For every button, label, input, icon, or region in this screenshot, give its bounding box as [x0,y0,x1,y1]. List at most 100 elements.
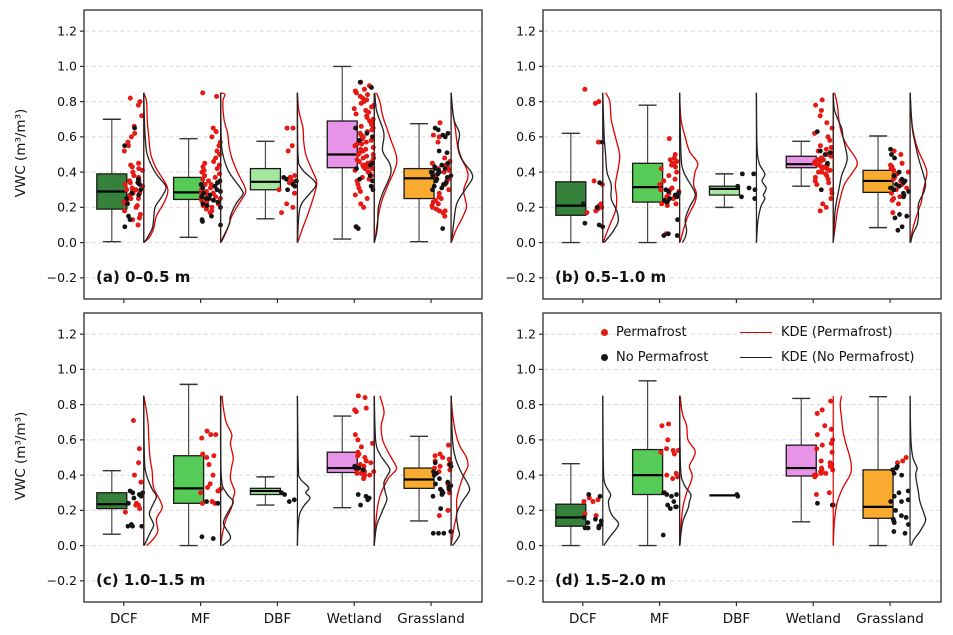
scatter-point-no-permafrost [200,185,206,191]
scatter-point-permafrost [823,470,829,476]
scatter-point-permafrost [437,451,443,457]
y-tick-label: 1.2 [57,326,77,341]
scatter-point-permafrost [824,120,830,126]
scatter-point-no-permafrost [751,171,757,177]
scatter-point-no-permafrost [580,201,586,207]
panel-label-c: (c) 1.0–1.5 m [96,571,206,589]
scatter-point-no-permafrost [139,523,145,529]
scatter-point-permafrost [581,499,587,505]
scatter-point-no-permafrost [124,196,130,201]
y-tick-label: 1.0 [516,362,536,377]
scatter-point-permafrost [828,144,834,150]
scatter-point-no-permafrost [674,194,680,200]
scatter-point-permafrost [819,97,825,103]
kde_permafrost-curve [450,395,469,546]
scatter-point-permafrost [214,166,220,172]
scatter-point-permafrost [121,148,127,154]
y-tick-label: −0.2 [506,270,536,285]
scatter-point-no-permafrost [200,201,206,207]
scatter-point-permafrost [200,451,206,457]
scatter-point-permafrost [828,196,834,202]
scatter-point-no-permafrost [433,178,439,184]
scatter-point-permafrost [352,432,358,438]
scatter-point-no-permafrost [430,493,436,499]
scatter-point-permafrost [129,164,135,170]
scatter-point-no-permafrost [593,516,598,522]
scatter-point-no-permafrost [439,492,445,497]
scatter-point-no-permafrost [358,502,363,508]
scatter-point-no-permafrost [892,155,897,161]
scatter-point-permafrost [199,500,205,506]
scatter-point-no-permafrost [891,520,897,526]
scatter-point-no-permafrost [294,178,299,184]
scatter-point-no-permafrost [660,532,666,538]
y-tick-label: 0.6 [57,129,77,144]
scatter-point-permafrost [666,173,672,179]
scatter-point-no-permafrost [204,499,209,504]
scatter-point-permafrost [900,458,906,464]
scatter-point-no-permafrost [212,183,218,189]
scatter-point-permafrost [205,484,211,490]
scatter-point-permafrost [828,398,834,404]
scatter-point-permafrost [818,107,824,113]
scatter-point-permafrost [827,463,833,469]
scatter-point-permafrost [819,442,825,448]
scatter-point-permafrost [671,451,677,457]
box-wetland [326,120,358,169]
scatter-point-permafrost [657,181,663,187]
x-tick-label: MF [650,611,669,627]
legend-kde-no-permafrost-label: KDE (No Permafrost) [781,350,915,365]
scatter-point-permafrost [823,204,829,210]
scatter-point-permafrost [355,437,361,443]
scatter-point-permafrost [215,488,221,494]
scatter-point-no-permafrost [430,187,435,193]
scatter-point-no-permafrost [661,233,667,238]
scatter-point-no-permafrost [355,492,361,497]
scatter-point-permafrost [351,106,357,112]
scatter-point-no-permafrost [292,183,298,189]
y-tick-label: −0.2 [47,573,77,588]
scatter-point-permafrost [138,479,144,485]
scatter-point-permafrost [814,410,820,416]
scatter-point-permafrost [364,196,370,202]
scatter-point-permafrost [436,513,442,519]
scatter-point-permafrost [279,210,285,216]
scatter-point-permafrost [205,178,211,184]
scatter-point-permafrost [904,185,910,191]
scatter-point-permafrost [291,190,297,196]
scatter-point-permafrost [358,201,364,207]
scatter-point-permafrost [209,204,215,210]
scatter-point-permafrost [136,215,142,221]
scatter-point-permafrost [290,204,296,210]
kde_no_permafrost-curve [219,92,244,243]
scatter-point-permafrost [891,167,897,173]
scatter-point-permafrost [670,476,676,482]
scatter-point-no-permafrost [905,497,911,503]
scatter-point-permafrost [361,204,367,210]
scatter-point-no-permafrost [439,162,445,168]
scatter-point-no-permafrost [889,152,894,157]
scatter-point-permafrost [352,192,358,198]
y-axis-label: VWC (m³/m³) [13,411,29,501]
scatter-point-permafrost [364,114,370,120]
box-mf [631,162,664,203]
scatter-point-permafrost [131,173,137,179]
scatter-point-no-permafrost [291,497,297,503]
box-dcf [96,492,128,510]
box-dbf [249,167,282,191]
scatter-point-no-permafrost [430,530,436,536]
scatter-point-no-permafrost [441,530,447,536]
scatter-point-permafrost [437,120,443,126]
scatter-point-no-permafrost [891,529,897,534]
scatter-point-no-permafrost [354,166,359,171]
scatter-point-permafrost [128,196,134,202]
scatter-point-no-permafrost [367,162,373,168]
scatter-point-permafrost [817,208,823,214]
scatter-point-permafrost [290,125,296,131]
scatter-point-permafrost [826,490,832,496]
scatter-point-no-permafrost [903,515,909,520]
kde_no_permafrost-curve [219,395,234,547]
scatter-point-permafrost [897,194,903,200]
x-tick-label: DCF [569,611,597,627]
